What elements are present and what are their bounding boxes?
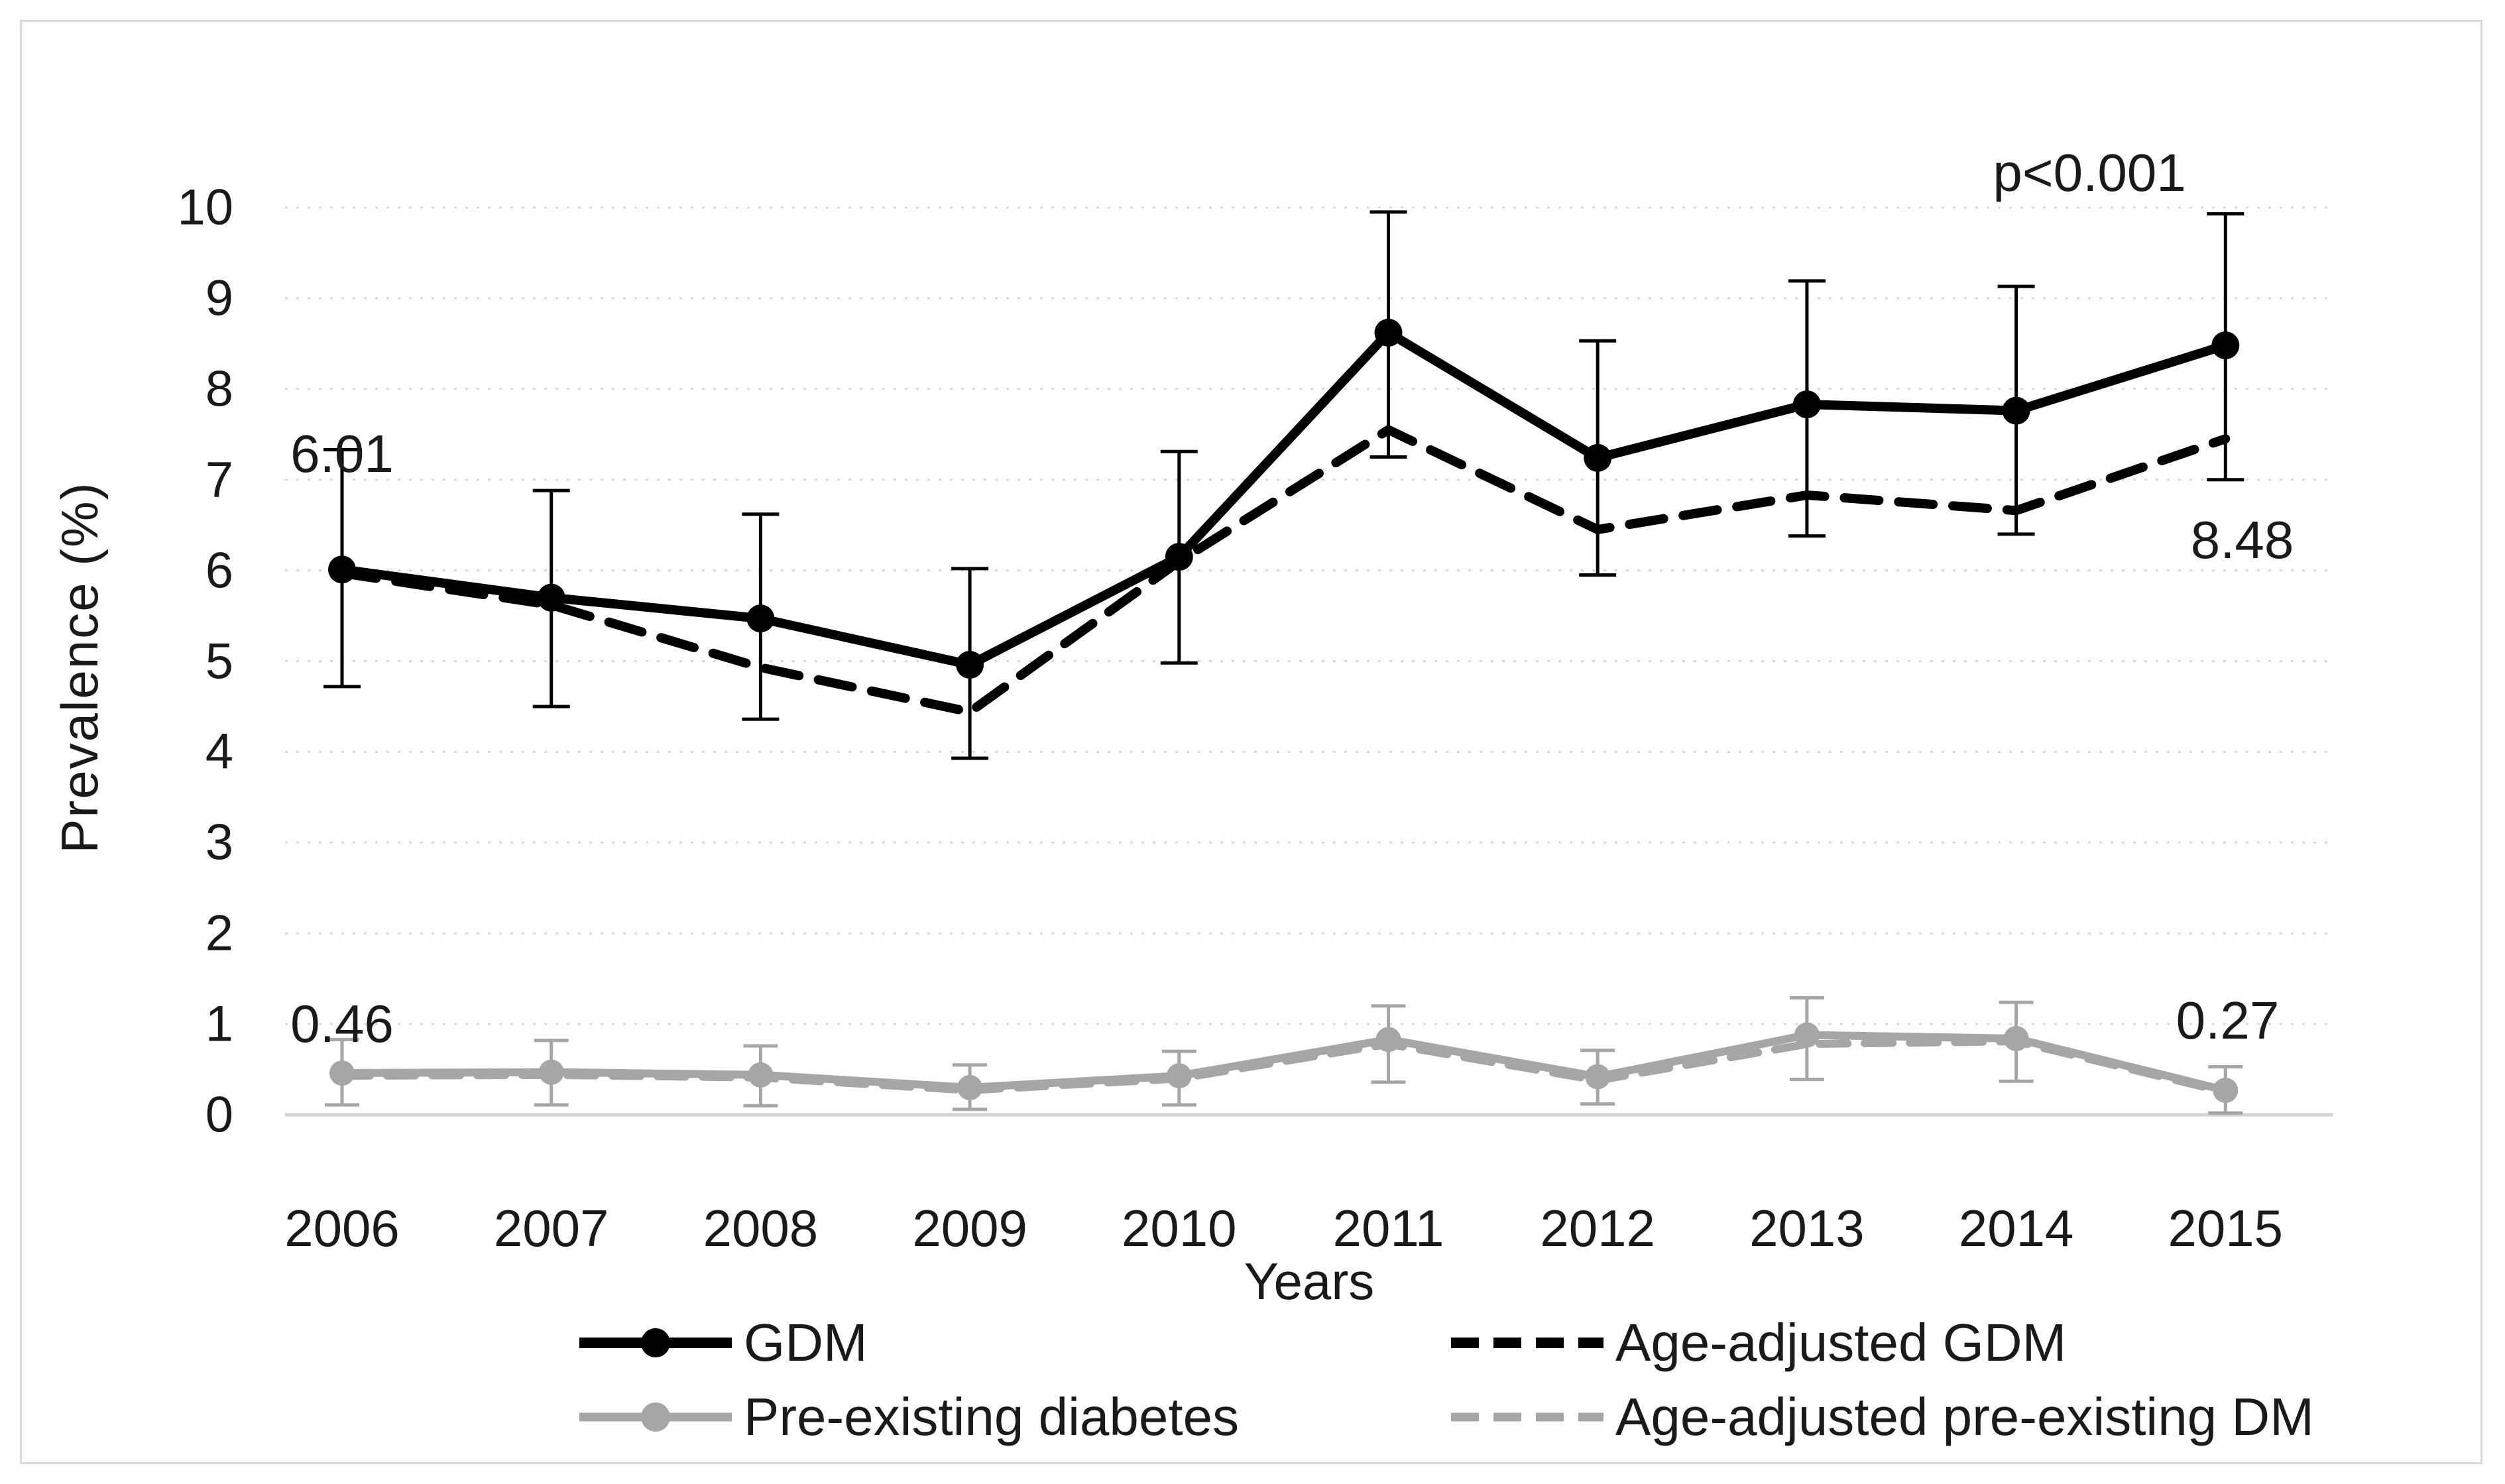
legend-marker-circle [641, 1328, 670, 1357]
legend-label: Age-adjusted pre-existing DM [1615, 1387, 2314, 1446]
annotation-p-value: p<0.001 [1993, 143, 2186, 202]
series-line-gdm [337, 327, 2231, 669]
x-tick-label-2008: 2008 [703, 1199, 819, 1257]
annotation-gdm-last-value: 8.48 [2190, 510, 2294, 570]
y-tick-label-0: 0 [205, 1086, 233, 1143]
data-point-marker [957, 1074, 983, 1100]
y-tick-label-9: 9 [205, 270, 233, 327]
legend-marker-circle [641, 1402, 670, 1432]
gridlines [285, 206, 2333, 1117]
x-tick-label-2006: 2006 [284, 1199, 400, 1257]
markers-gdm [328, 318, 2240, 679]
legend-label: Age-adjusted GDM [1615, 1313, 2067, 1372]
data-point-marker [956, 650, 984, 679]
data-point-marker [1374, 318, 1403, 347]
legend-swatch-solid-line-icon [577, 1311, 734, 1375]
x-tick-label-2011: 2011 [1332, 1199, 1444, 1257]
x-tick-label-2015: 2015 [2168, 1199, 2284, 1257]
legend-label: GDM [744, 1313, 868, 1372]
legend-label: Pre-existing diabetes [744, 1387, 1240, 1446]
data-point-marker [2003, 1026, 2029, 1052]
legend-item-pre-existing-diabetes: Pre-existing diabetes [577, 1385, 1239, 1449]
markers-pre-existing-diabetes [329, 1022, 2239, 1104]
data-point-marker [2002, 396, 2030, 425]
annotation-pre-last-value: 0.27 [2176, 990, 2280, 1050]
data-point-marker [1165, 543, 1193, 571]
data-point-marker [1584, 443, 1612, 472]
y-tick-label-10: 10 [177, 179, 233, 236]
data-point-marker [328, 555, 356, 584]
annotation-gdm-first-value: 6.01 [290, 424, 394, 484]
legend-swatch-dashed-line-icon [1448, 1311, 1606, 1375]
data-point-marker [538, 1059, 564, 1085]
legend-swatch-solid-line-icon [577, 1385, 734, 1449]
x-axis-title: Years [1244, 1252, 1375, 1310]
x-tick-label-2013: 2013 [1749, 1199, 1865, 1257]
y-tick-label-3: 3 [205, 814, 233, 871]
legend-swatch-dashed-line-icon [1448, 1385, 1606, 1449]
data-point-marker [2211, 331, 2240, 360]
y-tick-label-8: 8 [205, 361, 233, 418]
data-point-marker [329, 1060, 355, 1086]
data-point-marker [537, 583, 565, 612]
data-point-marker [1375, 1027, 1401, 1053]
data-point-marker [1166, 1063, 1192, 1089]
data-point-marker [1792, 390, 1821, 419]
x-tick-label-2009: 2009 [912, 1199, 1027, 1257]
series-line-age-adjusted-pre-existing-dm [338, 1037, 2230, 1096]
y-tick-label-5: 5 [205, 633, 233, 689]
legend-item-age-adjusted-pre-existing-dm: Age-adjusted pre-existing DM [1448, 1385, 2314, 1449]
x-tick-label-2012: 2012 [1540, 1199, 1655, 1257]
y-tick-label-1: 1 [205, 996, 233, 1053]
data-point-marker [746, 604, 775, 633]
x-tick-label-2007: 2007 [493, 1199, 609, 1257]
data-point-marker [1585, 1064, 1611, 1090]
y-tick-label-4: 4 [205, 723, 233, 780]
x-tick-label-2014: 2014 [1958, 1199, 2074, 1257]
x-tick-label-2010: 2010 [1122, 1199, 1237, 1257]
legend-item-age-adjusted-gdm: Age-adjusted GDM [1448, 1311, 2066, 1375]
y-tick-label-2: 2 [205, 905, 233, 962]
data-point-marker [1794, 1022, 1820, 1048]
data-point-marker [748, 1062, 774, 1088]
series-line-age-adjusted-gdm [337, 425, 2231, 717]
error-bars-gdm [323, 210, 2244, 760]
data-point-marker [2213, 1078, 2239, 1104]
annotation-pre-first-value: 0.46 [290, 994, 394, 1054]
legend-item-gdm: GDM [577, 1311, 868, 1375]
y-tick-label-6: 6 [205, 542, 233, 599]
y-tick-label-7: 7 [205, 451, 233, 508]
